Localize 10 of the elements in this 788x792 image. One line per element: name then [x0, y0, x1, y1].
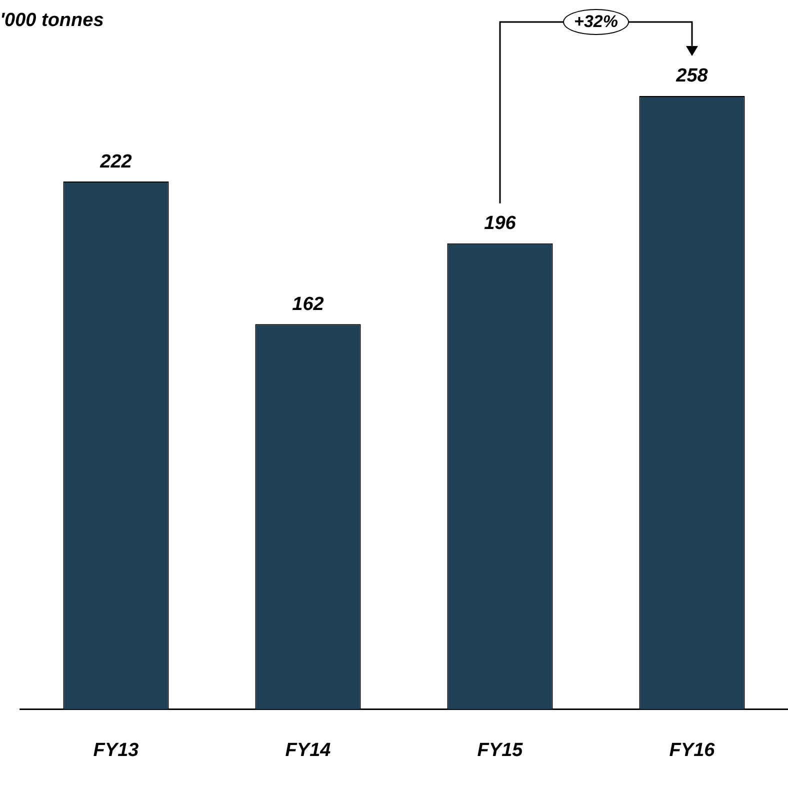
y-axis-title: '000 tonnes [0, 10, 104, 32]
text: +32% [563, 9, 629, 35]
x-tick-label: FY14 [285, 740, 332, 761]
data-label: 222 [99, 151, 132, 172]
x-tick-label: FY15 [477, 740, 524, 761]
data-label: 258 [675, 66, 708, 87]
data-label: 162 [292, 294, 324, 315]
x-tick-label: FY16 [669, 740, 716, 761]
data-label: 196 [484, 213, 516, 234]
x-tick-label: FY13 [93, 740, 140, 761]
